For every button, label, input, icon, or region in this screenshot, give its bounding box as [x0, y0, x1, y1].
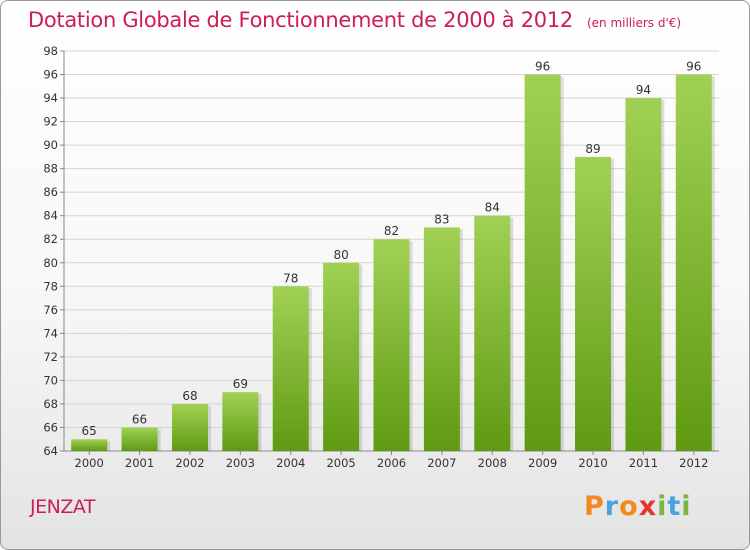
y-tick-label: 82	[43, 232, 58, 246]
y-tick-label: 92	[43, 115, 58, 129]
x-tick-label: 2002	[175, 456, 204, 470]
logo-letter: r	[604, 491, 620, 522]
x-tick-label: 2008	[478, 456, 507, 470]
x-tick-label: 2012	[679, 456, 708, 470]
bar	[71, 439, 108, 451]
logo-letter: P	[584, 491, 605, 522]
x-tick-label: 2004	[276, 456, 305, 470]
data-label: 96	[686, 60, 701, 74]
data-label: 78	[283, 271, 298, 285]
y-tick-label: 76	[43, 303, 58, 317]
bar	[323, 262, 360, 451]
chart-subtitle: (en milliers d'€)	[586, 16, 682, 30]
logo-letter: o	[619, 491, 639, 522]
y-tick-label: 72	[43, 350, 58, 364]
data-label: 68	[182, 389, 197, 403]
data-label: 82	[384, 224, 399, 238]
y-tick-label: 90	[43, 138, 58, 152]
bar	[121, 427, 158, 451]
bar	[524, 74, 561, 451]
x-tick-label: 2003	[226, 456, 255, 470]
x-tick-label: 2001	[125, 456, 154, 470]
y-tick-label: 86	[43, 185, 58, 199]
commune-name: JENZAT	[30, 496, 95, 518]
y-tick-label: 88	[43, 162, 58, 176]
bar	[423, 227, 460, 451]
x-tick-label: 2005	[326, 456, 355, 470]
bar	[272, 286, 309, 451]
x-tick-label: 2010	[578, 456, 607, 470]
bar	[625, 98, 662, 451]
x-tick-label: 2006	[377, 456, 406, 470]
logo-letter: i	[681, 491, 692, 522]
x-tick-label: 2011	[629, 456, 658, 470]
bar	[675, 74, 712, 451]
bar	[575, 156, 612, 451]
y-tick-label: 66	[43, 420, 58, 434]
y-tick-label: 96	[43, 68, 58, 82]
logo-letter: i	[657, 491, 668, 522]
data-label: 94	[636, 83, 651, 97]
proxiti-logo: Proxiti	[584, 491, 692, 522]
bar	[373, 239, 410, 451]
y-tick-label: 68	[43, 397, 58, 411]
y-tick-label: 84	[43, 209, 58, 223]
logo-letter: x	[638, 491, 658, 522]
y-tick-label: 80	[43, 256, 58, 270]
data-label: 89	[585, 142, 600, 156]
y-tick-label: 78	[43, 279, 58, 293]
bar	[474, 215, 511, 451]
data-label: 69	[233, 377, 248, 391]
y-tick-label: 70	[43, 373, 58, 387]
data-label: 84	[485, 201, 500, 215]
data-label: 66	[132, 412, 147, 426]
chart-title: Dotation Globale de Fonctionnement de 20…	[28, 8, 681, 32]
y-tick-label: 98	[43, 44, 58, 58]
logo-letter: t	[667, 491, 682, 522]
bar	[222, 392, 259, 451]
x-tick-label: 2007	[427, 456, 456, 470]
y-tick-label: 94	[43, 91, 58, 105]
bar	[171, 403, 208, 451]
x-tick-label: 2000	[75, 456, 104, 470]
y-tick-label: 64	[43, 444, 58, 458]
data-label: 83	[434, 212, 449, 226]
x-tick-label: 2009	[528, 456, 557, 470]
data-label: 80	[333, 248, 348, 262]
data-label: 96	[535, 60, 550, 74]
y-tick-label: 74	[43, 326, 58, 340]
chart-title-text: Dotation Globale de Fonctionnement de 20…	[28, 8, 573, 32]
data-label: 65	[82, 424, 97, 438]
